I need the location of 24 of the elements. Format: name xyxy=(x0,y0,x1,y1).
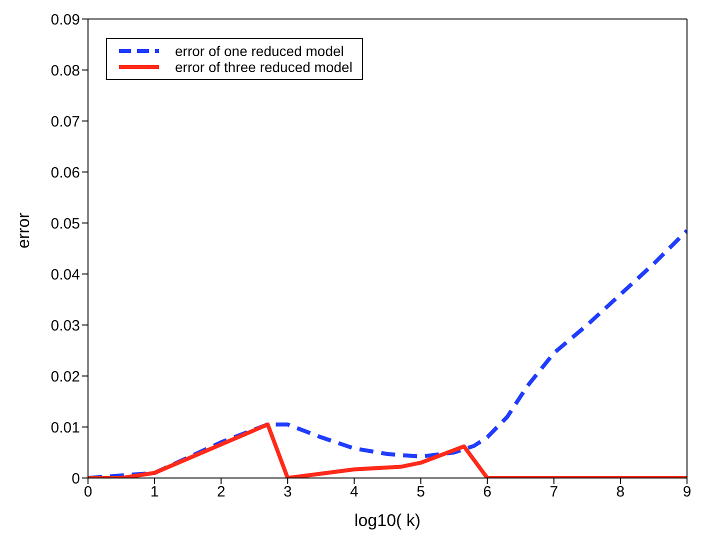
y-tick-label: 0.02 xyxy=(50,368,80,386)
x-axis-title: log10( k) xyxy=(354,511,421,530)
x-tick-label: 9 xyxy=(682,484,692,501)
x-tick-label: 5 xyxy=(416,484,425,501)
x-tick-label: 6 xyxy=(483,484,492,501)
y-tick-label: 0.09 xyxy=(50,11,80,28)
y-tick-label: 0.06 xyxy=(50,164,80,182)
x-tick-label: 0 xyxy=(84,484,92,501)
y-tick-label: 0.03 xyxy=(50,317,80,334)
y-axis-title: error xyxy=(14,212,34,248)
y-tick-label: 0.04 xyxy=(50,266,80,284)
x-tick-label: 4 xyxy=(350,484,358,501)
y-tick-label: 0.01 xyxy=(50,419,80,436)
x-tick-label: 2 xyxy=(216,484,226,501)
x-tick-label: 3 xyxy=(283,484,292,501)
x-tick-label: 7 xyxy=(550,484,558,501)
x-tick-label: 1 xyxy=(150,484,159,501)
y-tick-label: 0.05 xyxy=(50,215,80,232)
x-tick-label: 8 xyxy=(616,484,625,501)
y-tick-label: 0 xyxy=(72,470,80,488)
legend-label: error of three reduced model xyxy=(175,59,352,75)
y-tick-label: 0.08 xyxy=(50,62,80,80)
legend-label: error of one reduced model xyxy=(175,43,344,59)
y-tick-label: 0.07 xyxy=(50,113,80,130)
